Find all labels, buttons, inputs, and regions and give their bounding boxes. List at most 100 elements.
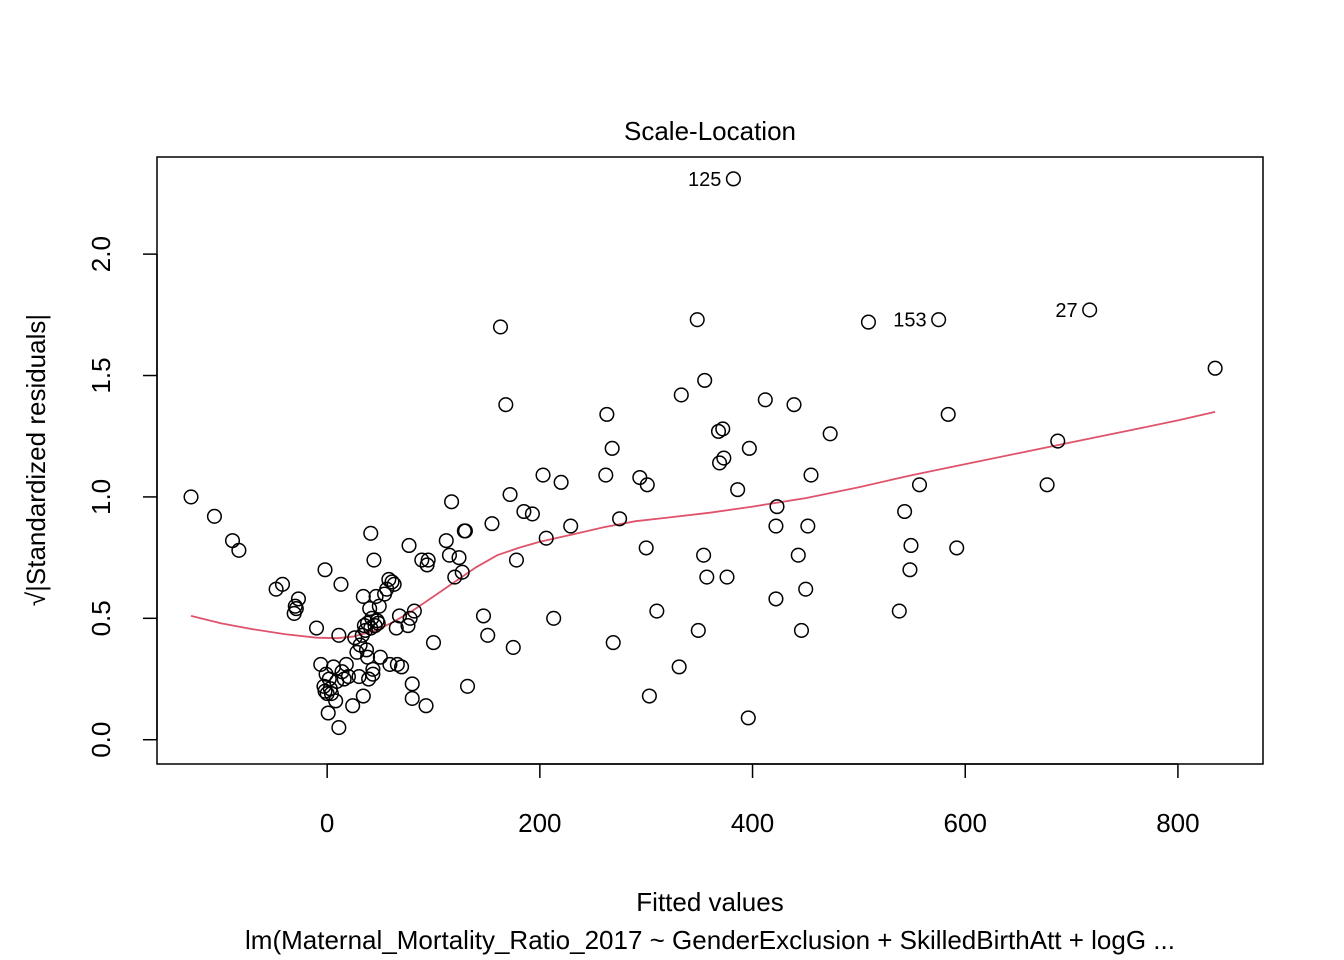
data-point: [274, 576, 291, 592]
data-point: [480, 627, 496, 643]
data-point: [320, 705, 336, 721]
data-point: [931, 312, 947, 328]
data-point: [716, 450, 732, 466]
data-point: [345, 698, 361, 714]
data-point: [317, 562, 333, 578]
data-point: [365, 666, 381, 682]
data-point: [451, 550, 467, 566]
data-point: [404, 676, 420, 692]
data-point: [363, 525, 379, 541]
chart-title: Scale-Location: [624, 116, 796, 146]
data-point: [362, 601, 378, 617]
data-point: [639, 477, 655, 493]
x-axis-label: Fitted values: [636, 887, 783, 917]
data-point: [420, 552, 436, 568]
model-formula-subtitle: lm(Maternal_Mortality_Ratio_2017 ~ Gende…: [245, 925, 1175, 955]
y-tick-label: 0.0: [86, 722, 116, 758]
data-point: [740, 710, 756, 726]
data-point: [457, 523, 473, 539]
data-point: [400, 618, 416, 634]
data-point: [382, 656, 398, 673]
data-point: [940, 406, 956, 422]
data-point: [484, 516, 500, 532]
data-point: [475, 608, 492, 624]
data-point: [790, 547, 806, 563]
data-point: [355, 688, 371, 704]
data-point: [438, 533, 454, 549]
x-tick-label: 800: [1156, 808, 1199, 838]
data-point: [414, 552, 430, 568]
data-point: [331, 720, 347, 736]
data-point: [553, 474, 569, 490]
y-axis-label: √|Standardized residuals|: [21, 314, 51, 606]
data-point: [671, 659, 687, 675]
data-point: [605, 635, 621, 651]
data-point: [1082, 302, 1098, 318]
data-point: [308, 620, 325, 636]
data-point: [355, 588, 371, 605]
data-point: [715, 421, 731, 437]
data-point: [697, 372, 713, 388]
data-point: [1207, 360, 1223, 376]
data-point: [394, 659, 410, 675]
point-label: 27: [1055, 300, 1077, 322]
point-label: 153: [893, 310, 926, 332]
data-point: [699, 569, 715, 585]
data-point: [370, 615, 386, 631]
data-point: [730, 482, 746, 498]
data-point: [406, 603, 422, 619]
data-point: [402, 610, 418, 626]
data-point: [366, 552, 382, 568]
data-point: [338, 656, 354, 673]
data-point: [502, 486, 518, 503]
data-point: [798, 581, 814, 597]
data-point: [454, 564, 470, 580]
data-point: [949, 540, 965, 556]
data-point: [492, 319, 509, 335]
data-point: [459, 678, 476, 694]
point-labels-layer: 125 153 27: [688, 169, 1078, 332]
data-point: [1039, 477, 1055, 493]
data-point: [563, 518, 579, 534]
data-point: [725, 171, 741, 187]
plot-frame: [156, 156, 1264, 765]
y-tick-label: 1.5: [86, 357, 116, 393]
data-point: [328, 693, 344, 709]
data-point: [361, 671, 377, 687]
data-point: [719, 569, 735, 585]
data-point: [741, 440, 757, 456]
data-point: [535, 467, 551, 483]
data-point: [673, 387, 689, 403]
data-point: [418, 698, 434, 714]
data-point: [604, 440, 620, 456]
data-point: [340, 669, 356, 685]
data-point: [769, 499, 785, 515]
data-point: [689, 312, 705, 328]
data-point: [800, 518, 816, 534]
data-point: [425, 635, 442, 651]
data-point: [224, 533, 241, 549]
data-point: [598, 467, 614, 483]
data-point: [757, 392, 773, 408]
y-tick-label: 0.5: [86, 600, 116, 636]
data-point: [860, 314, 877, 330]
x-tick-label: 200: [518, 808, 561, 838]
data-point: [384, 574, 400, 590]
data-point: [444, 494, 460, 510]
data-point: [441, 547, 458, 563]
data-point: [638, 540, 654, 556]
data-point: [331, 627, 347, 643]
data-point: [524, 506, 540, 522]
data-point: [690, 622, 706, 639]
data-point: [538, 530, 554, 546]
data-point: [902, 562, 918, 578]
x-tick-label: 0: [320, 808, 334, 838]
data-point: [897, 503, 913, 520]
data-point: [599, 406, 615, 422]
points-layer: [183, 171, 1223, 736]
data-point: [793, 622, 810, 639]
data-point: [498, 397, 514, 413]
y-axis: 0.0 0.5 1.0 1.5 2.0: [86, 236, 158, 758]
data-point: [505, 639, 521, 656]
data-point: [386, 576, 402, 592]
